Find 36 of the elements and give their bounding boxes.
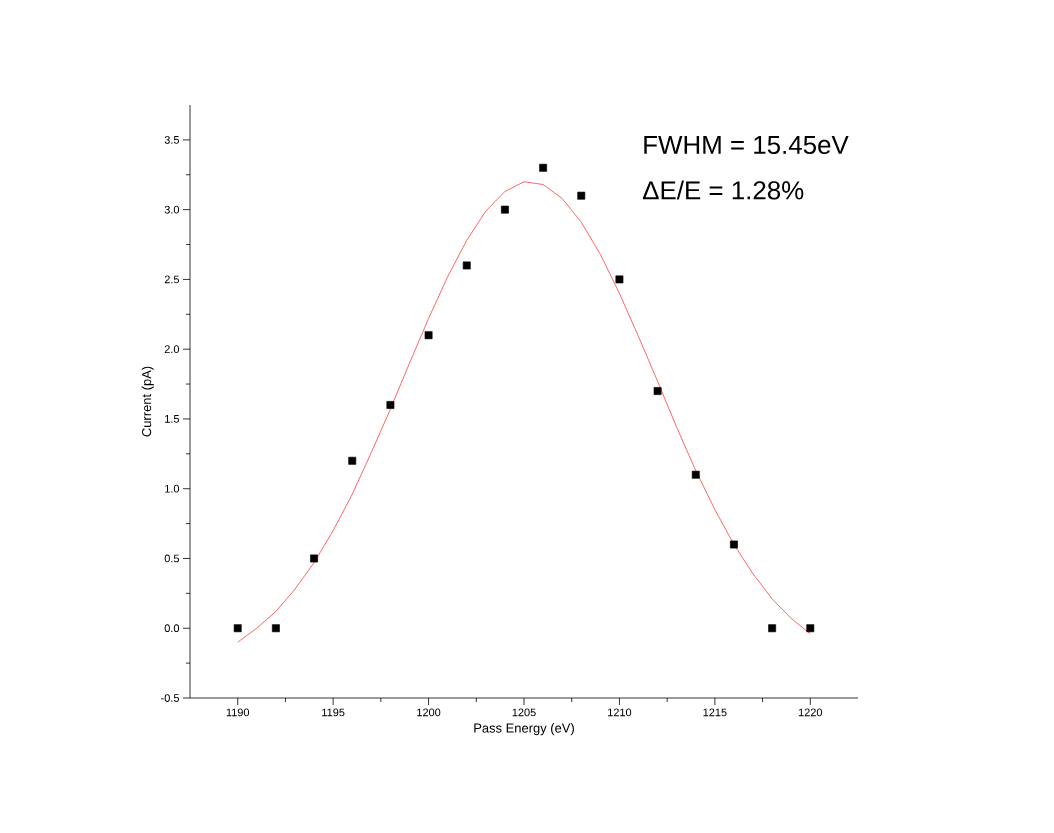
- point: [424, 331, 433, 340]
- y-tick-label: 3.0: [164, 205, 180, 214]
- x-tick-label: 1190: [226, 708, 250, 717]
- point: [768, 624, 777, 633]
- x-tick-label: 1195: [322, 708, 345, 717]
- point: [310, 554, 318, 563]
- point: [462, 261, 471, 270]
- y-tick-label: 2.0: [164, 345, 180, 354]
- point: [653, 387, 662, 395]
- point: [386, 401, 395, 409]
- y-axis-title: Current (pA): [141, 366, 154, 437]
- point: [691, 470, 700, 479]
- y-tick-label: 0.0: [164, 624, 180, 633]
- y-tick-label: 2.5: [164, 275, 180, 284]
- annotation: ΔE/E = 1.28%: [642, 180, 804, 200]
- y-tick-label: 1.5: [165, 415, 180, 423]
- point: [806, 624, 815, 633]
- y-tick-label: 0.5: [164, 554, 180, 563]
- point: [577, 191, 586, 200]
- x-tick-label: 1205: [512, 708, 536, 717]
- point: [233, 624, 242, 633]
- y-tick-label: 3.5: [164, 136, 180, 144]
- x-tick-label: 1215: [703, 708, 727, 717]
- point: [348, 456, 357, 465]
- x-axis-title: Pass Energy (eV): [474, 723, 574, 736]
- y-tick-label: -0.5: [161, 694, 180, 702]
- point: [730, 540, 738, 549]
- point: [271, 624, 280, 633]
- annotation: FWHM = 15.45eV: [644, 135, 849, 155]
- y-tick-label: 1.0: [165, 484, 180, 493]
- x-tick-label: 1220: [798, 708, 823, 717]
- point: [501, 205, 509, 214]
- x-tick-label: 1200: [417, 708, 441, 717]
- point: [539, 163, 547, 172]
- x-tick-label: 1210: [608, 708, 632, 717]
- point: [615, 275, 624, 284]
